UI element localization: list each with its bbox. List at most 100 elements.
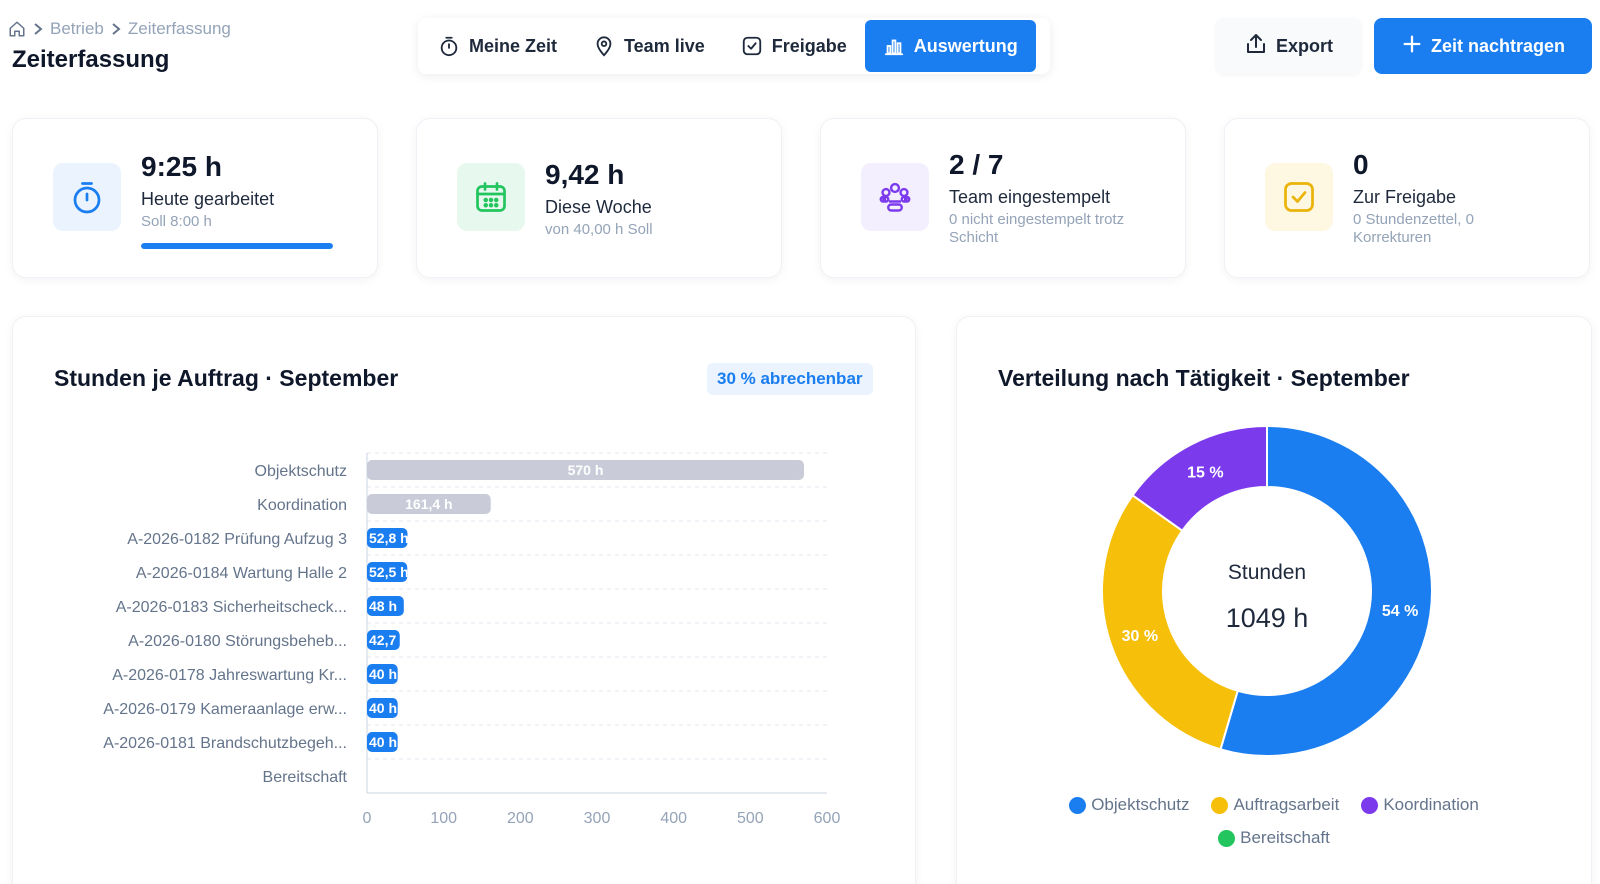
bar[interactable]	[367, 664, 398, 684]
donut-slice-objektschutz[interactable]	[1219, 424, 1433, 757]
bar-data-label: 40 h	[369, 700, 397, 716]
legend-dot	[1211, 796, 1229, 814]
legend-label: Objektschutz	[1091, 795, 1190, 814]
donut-slice-koordination[interactable]	[1131, 424, 1268, 533]
bar[interactable]	[367, 460, 804, 480]
kpi-label: Diese Woche	[545, 197, 652, 217]
activity-donut-chart: 54 % 30 % 15 % Stunden 1049 h	[1101, 424, 1433, 757]
slice-label: 54 %	[1382, 603, 1418, 620]
kpi-card-week: 9,42 h Diese Woche von 40,00 h Soll	[416, 118, 782, 278]
bar[interactable]	[367, 630, 400, 650]
bar[interactable]	[367, 698, 398, 718]
tab-label: Freigabe	[771, 35, 847, 56]
stopwatch-icon	[438, 35, 460, 57]
y-tick-label: Bereitschaft	[263, 769, 348, 786]
kpi-label: Zur Freigabe	[1353, 187, 1457, 207]
x-tick-label: 100	[430, 810, 457, 827]
billable-badge: 30 % abrechenbar	[707, 363, 873, 395]
hours-by-order-panel: Stunden je Auftrag · September 30 % abre…	[12, 316, 916, 884]
panel-title: Verteilung nach Tätigkeit · September	[998, 365, 1410, 391]
tab-team-live[interactable]: Team live	[575, 20, 723, 72]
legend-item-auftragsarbeit[interactable]: Auftragsarbeit	[1211, 795, 1339, 815]
users-icon	[861, 163, 929, 231]
view-tabs: Meine Zeit Team live Freigabe Auswertung	[418, 18, 1050, 74]
kpi-card-today: 9:25 h Heute gearbeitet Soll 8:00 h	[12, 118, 378, 278]
legend-label: Bereitschaft	[1240, 828, 1330, 847]
progress-bar	[141, 243, 333, 249]
bar-data-label: 570 h	[568, 462, 604, 478]
breadcrumb-item-zeiterfassung[interactable]: Zeiterfassung	[127, 19, 231, 38]
bar[interactable]	[367, 562, 408, 582]
donut-center-label: Stunden	[1228, 561, 1306, 584]
chevron-right-icon	[110, 22, 122, 36]
legend-label: Auftragsarbeit	[1233, 795, 1340, 814]
add-time-button[interactable]: Zeit nachtragen	[1374, 18, 1592, 74]
tab-freigabe[interactable]: Freigabe	[723, 20, 865, 72]
bar[interactable]	[367, 596, 404, 616]
tab-label: Meine Zeit	[469, 35, 558, 56]
map-pin-icon	[593, 35, 615, 57]
y-tick-label: A-2026-0179 Kameraanlage erw...	[103, 701, 347, 718]
bar-chart-icon	[883, 35, 905, 57]
tab-meine-zeit[interactable]: Meine Zeit	[420, 20, 575, 72]
kpi-value: 9,42 h	[545, 159, 625, 190]
bar-data-label: 48 h	[369, 598, 397, 614]
x-tick-label: 300	[584, 810, 611, 827]
check-square-icon	[741, 35, 763, 57]
y-tick-label: A-2026-0180 Störungsbeheb...	[128, 633, 347, 650]
legend-label: Koordination	[1383, 795, 1479, 814]
panel-title: Stunden je Auftrag · September	[54, 365, 399, 391]
y-tick-label: A-2026-0183 Sicherheitscheck...	[116, 599, 347, 616]
add-time-label: Zeit nachtragen	[1430, 35, 1566, 56]
kpi-sub: 0 nicht eingestempelt trotz Schicht	[949, 211, 1125, 246]
y-tick-label: A-2026-0182 Prüfung Aufzug 3	[127, 531, 347, 548]
breadcrumb-item-betrieb[interactable]: Betrieb	[50, 19, 104, 38]
legend-item-koordination[interactable]: Koordination	[1361, 795, 1479, 815]
tab-label: Auswertung	[913, 35, 1018, 56]
kpi-card-approval: 0 Zur Freigabe 0 Stundenzettel, 0 Korrek…	[1224, 118, 1590, 278]
y-tick-label: Objektschutz	[255, 463, 347, 480]
calendar-icon	[457, 163, 525, 231]
kpi-label: Team eingestempelt	[949, 187, 1111, 207]
donut-slice-auftragsarbeit[interactable]	[1101, 493, 1239, 751]
y-tick-label: A-2026-0184 Wartung Halle 2	[136, 565, 347, 582]
tab-auswertung[interactable]: Auswertung	[864, 20, 1036, 72]
x-tick-label: 400	[660, 810, 687, 827]
legend-dot	[1361, 796, 1379, 814]
bar[interactable]	[367, 494, 491, 514]
home-icon[interactable]	[8, 20, 26, 38]
bar[interactable]	[367, 732, 398, 752]
y-tick-label: A-2026-0181 Brandschutzbegeh...	[103, 735, 347, 752]
chart-legend-row-2: Bereitschaft	[957, 828, 1591, 848]
bar-data-label: 52,8 h	[369, 530, 409, 546]
chevron-right-icon	[32, 22, 44, 36]
bar-data-label: 40 h	[369, 666, 397, 682]
export-button[interactable]: Export	[1216, 18, 1361, 74]
bar-data-label: 40 h	[369, 734, 397, 750]
export-icon	[1244, 32, 1268, 61]
hours-bar-chart: 0 100 200 300 400 500 600 Objektschutz 570 h Koor…	[103, 452, 841, 827]
y-tick-label: Koordination	[257, 497, 347, 514]
kpi-sub: 0 Stundenzettel, 0 Korrekturen	[1353, 211, 1474, 246]
y-tick-label: A-2026-0178 Jahreswartung Kr...	[112, 667, 347, 684]
kpi-value: 0	[1353, 149, 1369, 180]
kpi-card-team: 2 / 7 Team eingestempelt 0 nicht eingest…	[820, 118, 1186, 278]
chart-legend: Objektschutz Auftragsarbeit Koordination	[957, 795, 1591, 815]
plus-icon	[1401, 33, 1423, 60]
x-tick-label: 600	[814, 810, 841, 827]
donut-center-value: 1049 h	[1226, 603, 1309, 633]
check-square-icon	[1265, 163, 1333, 231]
bar-data-label: 52,5 h	[369, 564, 409, 580]
bar-data-label: 42,7	[369, 632, 396, 648]
slice-label: 30 %	[1122, 628, 1158, 645]
x-tick-label: 500	[737, 810, 764, 827]
bar-data-label: 161,4 h	[405, 496, 452, 512]
export-label: Export	[1275, 35, 1333, 56]
kpi-value: 2 / 7	[949, 149, 1004, 180]
kpi-label: Heute gearbeitet	[141, 189, 275, 209]
bar[interactable]	[367, 528, 408, 548]
x-tick-label: 0	[363, 810, 372, 827]
legend-item-objektschutz[interactable]: Objektschutz	[1069, 795, 1189, 815]
legend-item-bereitschaft[interactable]: Bereitschaft	[1218, 828, 1330, 848]
page-title: Zeiterfassung	[12, 46, 170, 73]
